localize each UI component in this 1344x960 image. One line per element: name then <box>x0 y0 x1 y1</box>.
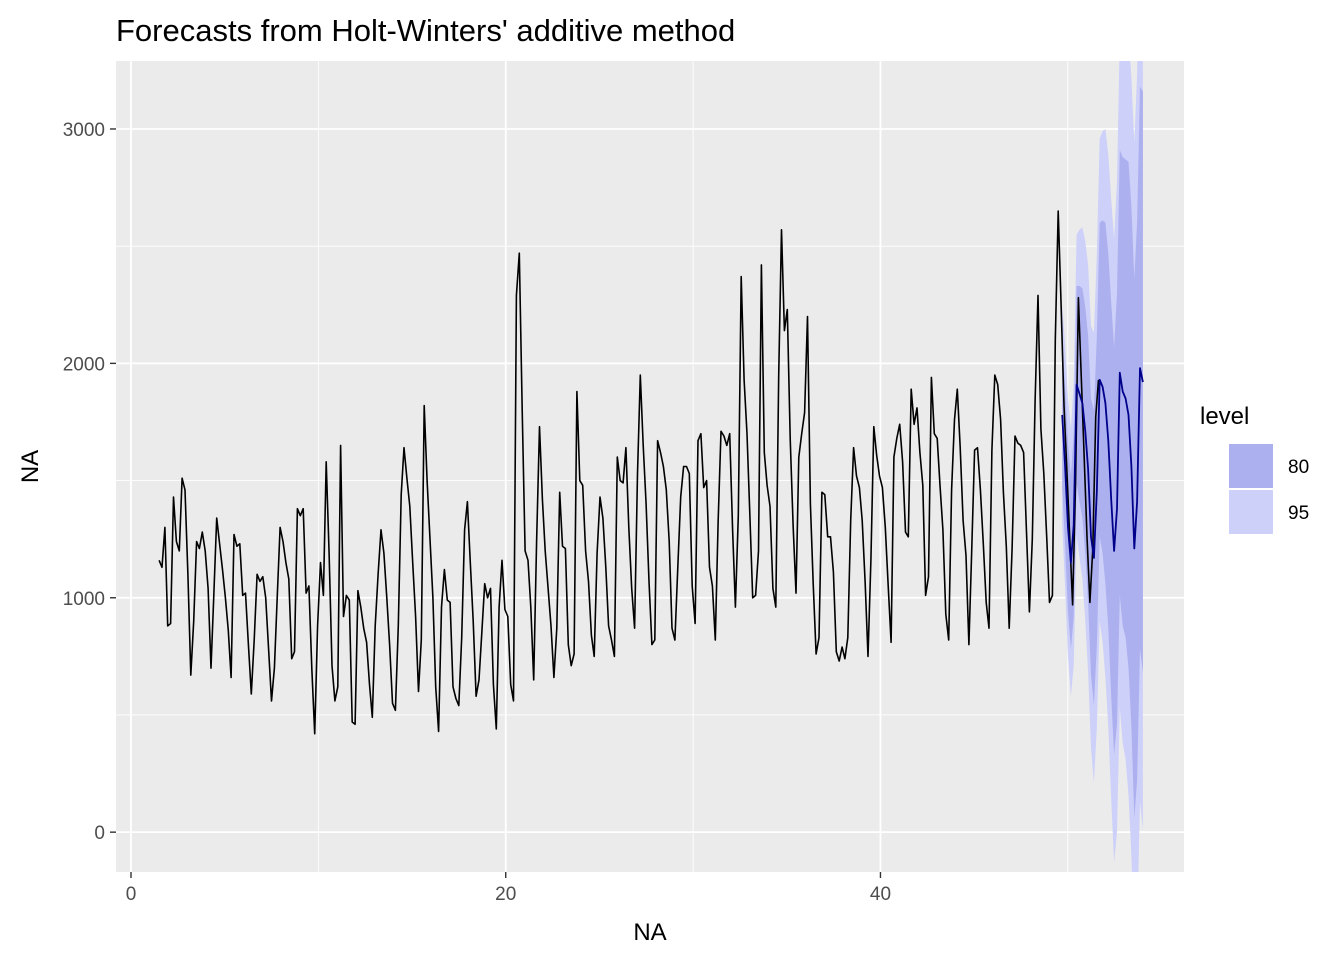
data-layer <box>158 61 1144 872</box>
y-tick-label: 1000 <box>63 589 105 610</box>
forecast-line <box>1061 367 1144 564</box>
y-tick-label: 3000 <box>63 120 105 141</box>
legend-swatch-95 <box>1229 490 1273 534</box>
y-tick-label: 0 <box>94 823 105 844</box>
legend-label-95: 95 <box>1288 503 1309 524</box>
plot-panel <box>116 61 1184 872</box>
chart-title: Forecasts from Holt-Winters' additive me… <box>116 13 735 48</box>
y-axis-title: NA <box>17 450 44 483</box>
x-axis: 0 20 40 <box>126 872 891 905</box>
x-tick-label: 0 <box>126 884 137 905</box>
legend-label-80: 80 <box>1288 457 1309 478</box>
forecast-band-80 <box>1062 86 1143 819</box>
y-tick-label: 2000 <box>63 354 105 375</box>
legend: level 80 95 <box>1200 403 1309 534</box>
x-axis-title: NA <box>633 919 666 946</box>
x-tick-label: 20 <box>495 884 516 905</box>
legend-title: level <box>1200 403 1249 430</box>
series-line <box>158 210 1100 735</box>
plot-panel-background <box>116 61 1184 872</box>
legend-swatch-80 <box>1229 444 1273 488</box>
x-tick-label: 40 <box>870 884 891 905</box>
y-axis: 0 1000 2000 3000 <box>63 120 116 844</box>
